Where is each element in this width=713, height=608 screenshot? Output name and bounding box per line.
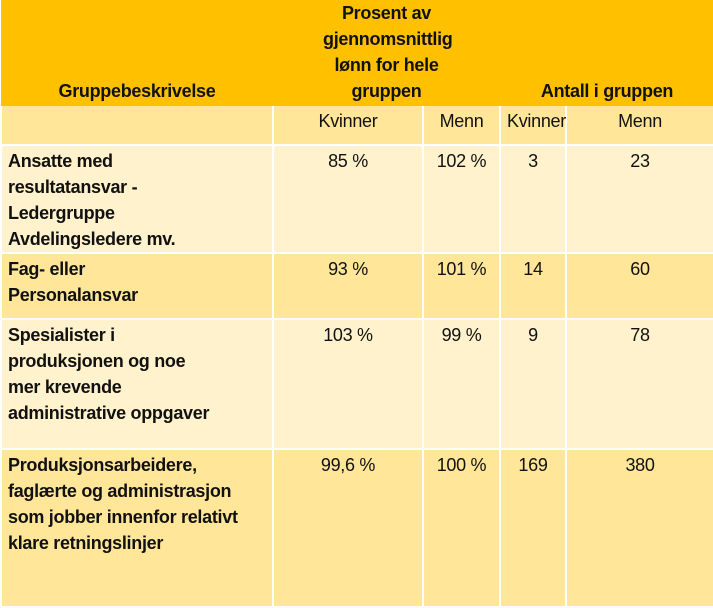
cnt-women: 9: [499, 318, 567, 450]
cnt-women: 14: [499, 252, 567, 320]
pct-men: 101 %: [422, 252, 501, 320]
cnt-women: 169: [499, 448, 567, 608]
header-percent: Prosent av gjennomsnittlig lønn for hele…: [273, 0, 500, 106]
pct-women: 99,6 %: [272, 448, 424, 608]
cnt-men: 60: [564, 252, 713, 320]
cnt-men: 23: [564, 144, 713, 254]
pct-women: 93 %: [272, 252, 424, 320]
header-row: Gruppebeskrivelse Prosent av gjennomsnit…: [1, 0, 713, 106]
subheader-cnt-men: Menn: [564, 106, 713, 146]
subheader-pct-women: Kvinner: [272, 106, 424, 146]
pct-women: 85 %: [272, 144, 424, 254]
header-count: Antall i gruppen: [500, 0, 713, 106]
pct-women: 103 %: [272, 318, 424, 450]
row-label: Ansatte med resultatansvar - Ledergruppe…: [0, 144, 274, 254]
subheader-empty: [0, 106, 274, 146]
table-row: Ansatte med resultatansvar - Ledergruppe…: [0, 144, 713, 254]
table-row: Produksjonsarbeidere, faglærte og admini…: [0, 448, 713, 608]
pct-men: 99 %: [422, 318, 501, 450]
table-row: Fag- eller Personalansvar 93 % 101 % 14 …: [0, 252, 713, 320]
pct-men: 100 %: [422, 448, 501, 608]
table-row: Spesialister i produksjonen og noe mer k…: [0, 318, 713, 450]
cnt-men: 78: [564, 318, 713, 450]
header-group: Gruppebeskrivelse: [1, 0, 273, 106]
row-label: Spesialister i produksjonen og noe mer k…: [0, 318, 274, 450]
subheader-cnt-women: Kvinner: [499, 106, 567, 146]
row-label: Produksjonsarbeidere, faglærte og admini…: [0, 448, 274, 608]
cnt-men: 380: [564, 448, 713, 608]
subheader-pct-men: Menn: [422, 106, 501, 146]
subheader-row: Kvinner Menn Kvinner Menn: [0, 106, 713, 146]
pct-men: 102 %: [422, 144, 501, 254]
row-label: Fag- eller Personalansvar: [0, 252, 274, 320]
cnt-women: 3: [499, 144, 567, 254]
